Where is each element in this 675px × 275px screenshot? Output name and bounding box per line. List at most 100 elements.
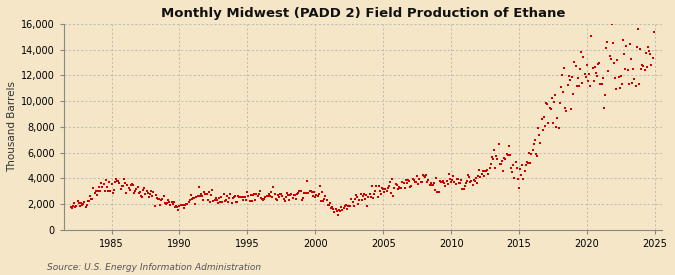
Point: [418, 174, 429, 178]
Point: [116, 184, 127, 188]
Point: [129, 191, 140, 195]
Point: [258, 197, 269, 202]
Point: [291, 197, 302, 202]
Point: [559, 66, 570, 70]
Point: [114, 181, 125, 185]
Point: [641, 65, 652, 70]
Point: [346, 197, 357, 201]
Point: [322, 203, 333, 207]
Point: [526, 152, 537, 156]
Point: [256, 197, 267, 202]
Point: [541, 101, 551, 106]
Point: [609, 60, 620, 65]
Point: [78, 202, 88, 207]
Point: [571, 84, 582, 88]
Point: [620, 67, 630, 72]
Point: [119, 177, 130, 182]
Point: [315, 199, 326, 203]
Point: [545, 107, 556, 111]
Point: [263, 192, 274, 196]
Point: [621, 44, 632, 49]
Point: [375, 192, 386, 196]
Point: [190, 202, 200, 206]
Point: [610, 75, 620, 80]
Point: [596, 81, 607, 86]
Point: [403, 178, 414, 183]
Point: [155, 203, 165, 208]
Point: [105, 189, 116, 193]
Point: [599, 106, 610, 111]
Text: Source: U.S. Energy Information Administration: Source: U.S. Energy Information Administ…: [47, 263, 261, 272]
Point: [412, 174, 423, 178]
Point: [567, 75, 578, 79]
Point: [104, 180, 115, 185]
Point: [569, 60, 580, 64]
Point: [606, 22, 617, 26]
Point: [141, 188, 152, 193]
Point: [589, 65, 600, 70]
Point: [242, 189, 252, 194]
Point: [244, 199, 255, 204]
Point: [400, 178, 411, 183]
Point: [485, 162, 496, 166]
Point: [146, 188, 157, 193]
Point: [201, 191, 212, 196]
Point: [619, 52, 630, 56]
Point: [368, 196, 379, 200]
Point: [343, 204, 354, 208]
Point: [524, 151, 535, 155]
Point: [410, 179, 421, 184]
Point: [91, 193, 102, 198]
Point: [263, 194, 273, 198]
Point: [213, 201, 223, 205]
Point: [557, 72, 568, 77]
Point: [373, 184, 384, 189]
Point: [602, 40, 613, 44]
Point: [360, 193, 371, 197]
Point: [603, 69, 614, 73]
Point: [591, 71, 601, 76]
Point: [394, 185, 404, 189]
Point: [101, 178, 111, 182]
Point: [643, 45, 653, 49]
Point: [427, 183, 437, 188]
Point: [568, 92, 578, 96]
Point: [71, 204, 82, 208]
Point: [560, 106, 571, 110]
Point: [238, 195, 249, 199]
Point: [392, 187, 403, 191]
Point: [142, 191, 153, 196]
Point: [510, 160, 521, 164]
Point: [77, 203, 88, 207]
Point: [226, 201, 237, 206]
Point: [224, 196, 235, 200]
Point: [328, 207, 339, 211]
Point: [295, 189, 306, 194]
Point: [446, 180, 456, 184]
Point: [406, 184, 417, 188]
Point: [482, 167, 493, 172]
Point: [216, 195, 227, 200]
Point: [445, 177, 456, 182]
Point: [124, 188, 135, 192]
Point: [536, 116, 547, 121]
Point: [441, 178, 452, 183]
Point: [136, 194, 146, 198]
Point: [507, 170, 518, 174]
Point: [483, 172, 494, 176]
Point: [320, 193, 331, 198]
Point: [518, 177, 529, 181]
Point: [191, 195, 202, 199]
Point: [273, 192, 284, 197]
Point: [547, 121, 558, 126]
Point: [392, 183, 402, 188]
Point: [68, 204, 78, 208]
Point: [214, 196, 225, 201]
Point: [529, 138, 540, 143]
Point: [388, 194, 399, 198]
Point: [225, 192, 236, 197]
Point: [504, 153, 515, 158]
Point: [161, 202, 171, 206]
Point: [357, 193, 368, 198]
Point: [514, 185, 524, 190]
